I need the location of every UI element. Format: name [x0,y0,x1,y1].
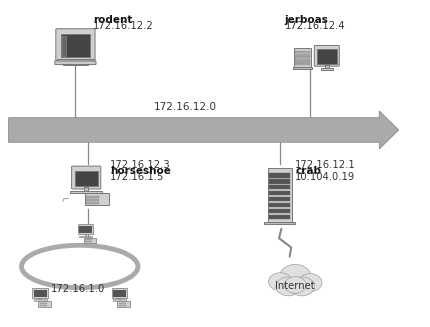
Bar [294,54,309,56]
Bar [61,34,90,57]
Bar [34,299,46,301]
Bar [86,202,99,204]
Bar [113,290,126,297]
Text: rodent: rodent [92,15,132,25]
Bar [294,63,309,65]
Bar [78,224,93,234]
Bar [62,64,88,65]
FancyBboxPatch shape [55,61,96,64]
Text: 172.16.1.5: 172.16.1.5 [110,172,164,182]
FancyBboxPatch shape [313,45,338,66]
Text: Internet: Internet [275,281,314,291]
Bar [119,302,126,304]
Bar [293,48,310,67]
Text: jerboas: jerboas [284,15,328,25]
Bar [40,305,47,306]
Text: 172.16.12.3: 172.16.12.3 [110,160,170,170]
Bar [324,65,328,68]
Circle shape [284,277,305,293]
Bar [119,305,126,306]
Bar [111,288,127,298]
Text: 172.16.12.4: 172.16.12.4 [284,21,344,31]
Bar [34,290,46,297]
Bar [316,49,336,64]
Bar [269,173,289,178]
FancyArrow shape [9,111,398,149]
Bar [85,239,92,240]
Circle shape [298,274,321,292]
Bar [74,171,98,186]
Bar [269,185,289,189]
Bar [38,301,51,307]
Bar [320,68,332,70]
Bar [269,203,289,207]
Bar [79,226,92,233]
Bar [294,51,309,53]
Text: horseshoe: horseshoe [110,166,170,176]
Bar [294,61,309,63]
Bar [83,238,96,243]
Bar [269,215,289,219]
Circle shape [268,273,292,291]
Circle shape [279,265,310,288]
Bar [84,194,108,205]
Bar [86,196,99,198]
Bar [267,168,291,222]
FancyBboxPatch shape [55,29,95,61]
Bar [113,299,125,301]
Bar [79,235,92,237]
Bar [84,234,86,236]
Bar [264,222,295,224]
Bar [269,209,289,213]
Bar [292,67,311,68]
Text: 172.16.12.1: 172.16.12.1 [295,160,355,170]
Circle shape [289,277,314,296]
Text: 10.104.0.19: 10.104.0.19 [295,172,355,182]
Text: crab: crab [295,166,320,176]
Bar [118,298,120,300]
Bar [294,56,309,58]
Bar [294,59,309,60]
Bar [269,179,289,183]
Circle shape [275,277,300,296]
Bar [61,36,66,56]
Bar [86,199,99,201]
Bar [85,241,92,242]
Bar [117,301,130,307]
Bar [73,60,77,64]
Text: 172.16.12.0: 172.16.12.0 [154,102,216,112]
Bar [70,191,102,193]
Bar [40,302,47,304]
Bar [57,60,93,61]
Bar [84,187,88,191]
Bar [32,288,48,298]
Bar [269,197,289,201]
Text: 172.16.12.2: 172.16.12.2 [92,21,153,31]
Bar [269,191,289,195]
FancyBboxPatch shape [71,166,101,189]
Bar [39,298,41,300]
Text: 172.16.1.0: 172.16.1.0 [50,284,104,295]
